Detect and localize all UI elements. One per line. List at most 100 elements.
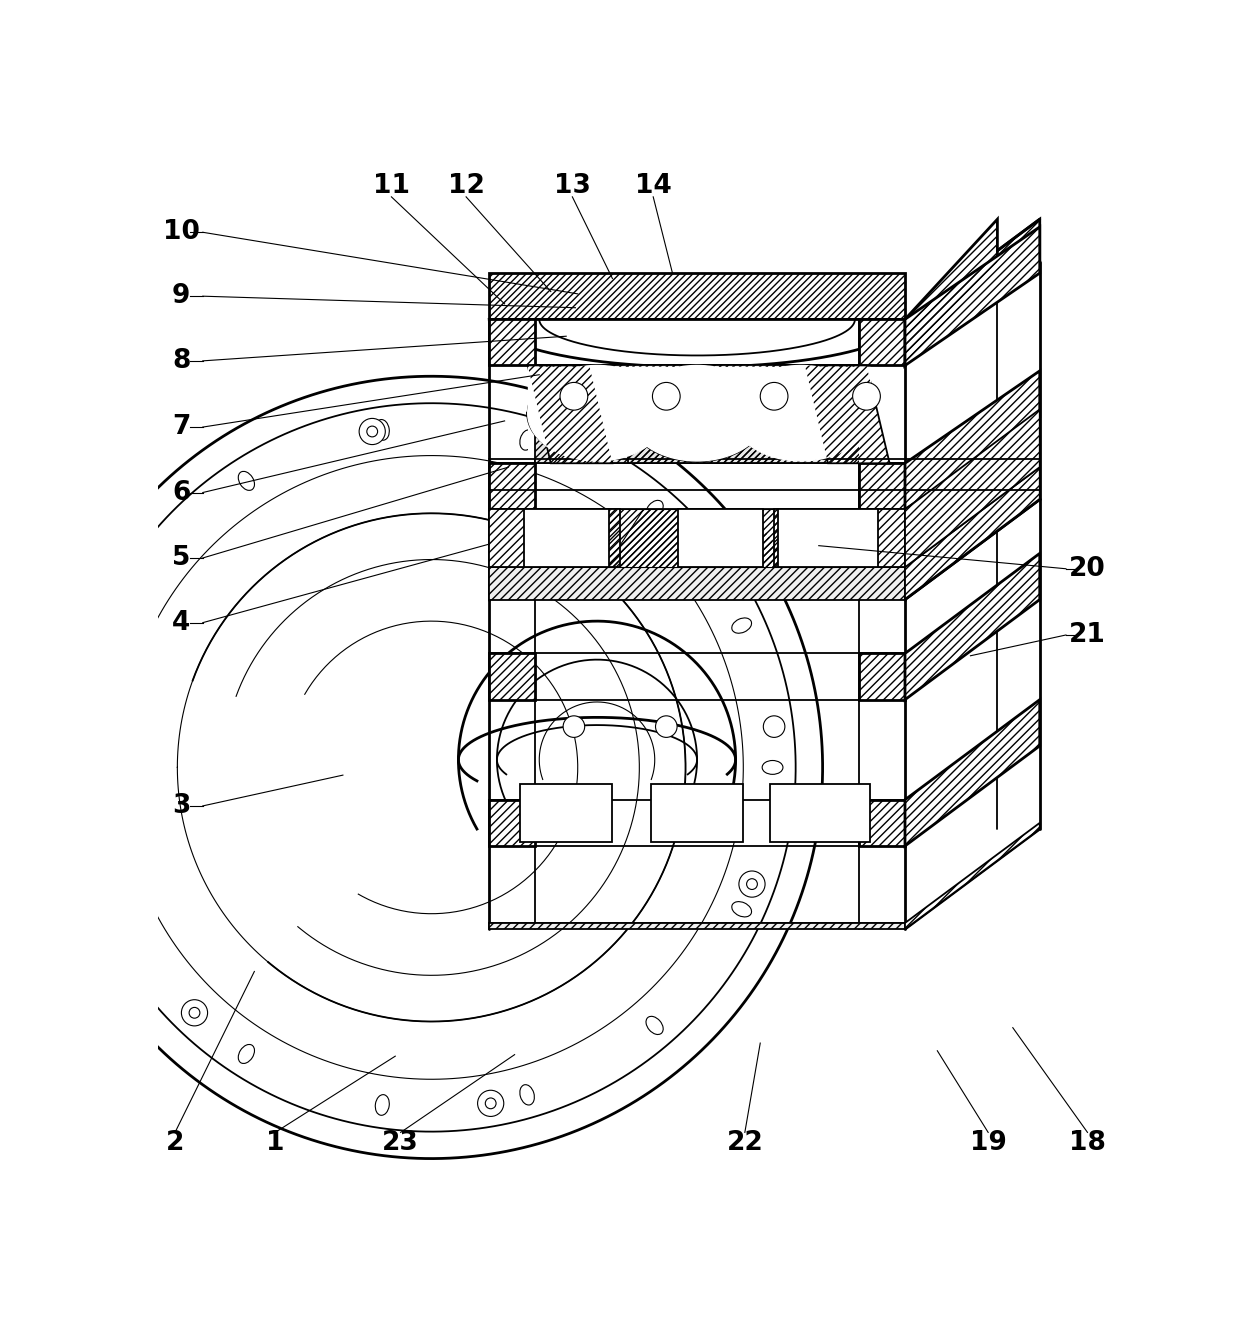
Bar: [678, 509, 763, 568]
Ellipse shape: [376, 1095, 389, 1115]
Ellipse shape: [732, 367, 870, 459]
Circle shape: [367, 426, 378, 436]
Ellipse shape: [520, 1085, 534, 1105]
Polygon shape: [905, 467, 1040, 599]
Bar: [627, 367, 766, 459]
Polygon shape: [490, 273, 905, 320]
Polygon shape: [905, 700, 1040, 846]
Text: 2: 2: [166, 1130, 185, 1156]
Polygon shape: [528, 367, 666, 414]
Text: 23: 23: [382, 1130, 419, 1156]
Polygon shape: [859, 463, 905, 509]
Bar: [770, 785, 870, 842]
Circle shape: [652, 382, 681, 410]
Ellipse shape: [520, 430, 534, 450]
Ellipse shape: [732, 902, 751, 916]
Ellipse shape: [763, 761, 782, 774]
Polygon shape: [490, 923, 905, 930]
Polygon shape: [490, 568, 905, 599]
Ellipse shape: [528, 367, 666, 459]
Polygon shape: [490, 800, 536, 846]
Circle shape: [764, 716, 785, 737]
Bar: [528, 367, 666, 459]
Polygon shape: [905, 371, 1040, 509]
Polygon shape: [536, 366, 805, 463]
Text: 13: 13: [554, 174, 590, 199]
Ellipse shape: [238, 1045, 254, 1063]
Circle shape: [485, 1098, 496, 1109]
Text: 8: 8: [172, 347, 191, 374]
Polygon shape: [605, 509, 859, 568]
Polygon shape: [490, 654, 536, 700]
Bar: [732, 367, 870, 459]
Text: 21: 21: [1069, 622, 1106, 648]
Polygon shape: [490, 509, 620, 568]
Ellipse shape: [646, 500, 663, 518]
Polygon shape: [627, 366, 859, 463]
Text: 12: 12: [448, 174, 485, 199]
Circle shape: [656, 716, 677, 737]
Text: 3: 3: [172, 793, 191, 819]
Polygon shape: [859, 654, 905, 700]
Circle shape: [117, 618, 128, 629]
Polygon shape: [774, 509, 905, 568]
Ellipse shape: [627, 367, 766, 459]
Polygon shape: [905, 410, 1040, 568]
Polygon shape: [805, 366, 889, 463]
Polygon shape: [905, 553, 1040, 700]
Polygon shape: [905, 219, 1040, 362]
Bar: [651, 785, 743, 842]
Ellipse shape: [646, 1016, 663, 1034]
Polygon shape: [905, 823, 1040, 930]
Bar: [520, 785, 613, 842]
Circle shape: [560, 382, 588, 410]
Text: 18: 18: [1069, 1130, 1106, 1156]
Circle shape: [181, 1000, 207, 1026]
Circle shape: [672, 526, 698, 552]
Circle shape: [760, 382, 787, 410]
Circle shape: [109, 610, 135, 636]
Text: 14: 14: [635, 174, 672, 199]
Polygon shape: [490, 320, 536, 366]
Text: 11: 11: [373, 174, 410, 199]
Polygon shape: [490, 463, 536, 509]
Circle shape: [853, 382, 880, 410]
Text: 19: 19: [970, 1130, 1007, 1156]
Text: 4: 4: [172, 610, 190, 635]
Circle shape: [563, 716, 585, 737]
Bar: [777, 509, 878, 568]
Polygon shape: [627, 367, 766, 414]
Ellipse shape: [732, 618, 751, 634]
Text: 10: 10: [162, 219, 200, 245]
Text: 22: 22: [727, 1130, 763, 1156]
Polygon shape: [536, 509, 790, 568]
Ellipse shape: [376, 419, 389, 440]
Text: 9: 9: [172, 284, 191, 309]
Polygon shape: [732, 366, 870, 461]
Polygon shape: [627, 366, 766, 461]
Polygon shape: [732, 367, 870, 414]
Polygon shape: [905, 219, 997, 366]
Circle shape: [739, 871, 765, 898]
Bar: [523, 509, 609, 568]
Text: 7: 7: [172, 414, 191, 440]
Circle shape: [477, 1090, 503, 1116]
Ellipse shape: [134, 575, 154, 591]
Ellipse shape: [134, 943, 154, 959]
Polygon shape: [859, 800, 905, 846]
Circle shape: [680, 534, 691, 545]
Ellipse shape: [83, 713, 104, 727]
Polygon shape: [859, 320, 905, 366]
Text: 5: 5: [172, 545, 191, 572]
Circle shape: [190, 1008, 200, 1018]
Polygon shape: [528, 366, 666, 461]
Ellipse shape: [238, 471, 254, 491]
Text: 20: 20: [1069, 556, 1106, 582]
Polygon shape: [905, 227, 1040, 366]
Circle shape: [360, 419, 386, 444]
Text: 6: 6: [172, 480, 191, 505]
Polygon shape: [528, 366, 613, 463]
Ellipse shape: [83, 808, 104, 822]
Circle shape: [746, 879, 758, 890]
Text: 1: 1: [265, 1130, 284, 1156]
